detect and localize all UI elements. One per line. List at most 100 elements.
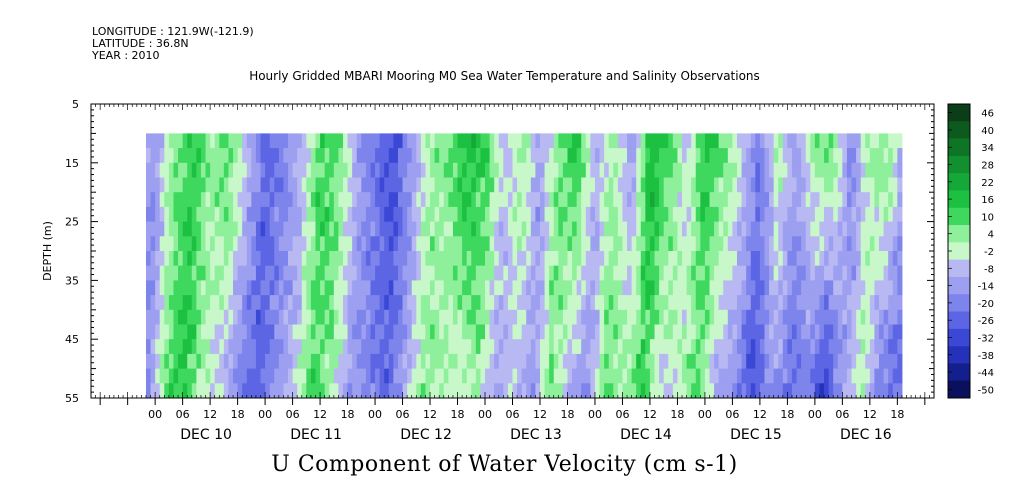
heatmap-cell: [512, 221, 518, 237]
heatmap-cell: [306, 265, 312, 281]
heatmap-cell: [640, 177, 646, 193]
heatmap-cell: [452, 148, 459, 164]
heatmap-cell: [288, 206, 294, 223]
heatmap-cell: [773, 221, 779, 237]
heatmap-cell: [269, 177, 275, 193]
heatmap-cell: [365, 192, 371, 208]
heatmap-cell: [223, 148, 229, 164]
heatmap-cell: [407, 221, 413, 237]
heatmap-cell: [375, 236, 381, 252]
heatmap-cell: [145, 192, 152, 208]
heatmap-cell: [576, 251, 582, 267]
heatmap-cell: [805, 295, 811, 311]
heatmap-cell: [668, 206, 674, 223]
heatmap-cell: [759, 221, 765, 237]
heatmap-cell: [682, 295, 688, 311]
heatmap-cell: [704, 162, 710, 178]
x-hour-label: 18: [451, 408, 465, 421]
heatmap-cell: [645, 265, 651, 281]
heatmap-cell: [283, 295, 289, 311]
heatmap-cell: [420, 251, 426, 267]
heatmap-cell: [416, 148, 422, 164]
heatmap-cell: [338, 221, 344, 237]
heatmap-cell: [219, 383, 225, 399]
heatmap-cell: [682, 221, 688, 237]
heatmap-cell: [856, 324, 862, 340]
heatmap-cell: [315, 383, 321, 399]
heatmap-cell: [727, 221, 733, 237]
heatmap-cell: [246, 324, 252, 340]
heatmap-cell: [746, 280, 752, 296]
heatmap-cell: [178, 353, 184, 370]
heatmap-cell: [466, 148, 472, 164]
heatmap-cell: [645, 280, 651, 296]
heatmap-cell: [265, 162, 271, 178]
heatmap-cell: [274, 353, 280, 370]
heatmap-cell: [695, 251, 701, 267]
heatmap-cell: [393, 295, 399, 311]
heatmap-cell: [283, 339, 289, 355]
heatmap-cell: [718, 383, 724, 399]
heatmap-cell: [375, 192, 381, 208]
heatmap-cell: [814, 383, 820, 399]
heatmap-cell: [782, 383, 788, 399]
heatmap-cell: [260, 383, 266, 399]
heatmap-cell: [851, 353, 857, 370]
heatmap-cell: [828, 206, 834, 223]
heatmap-cell: [223, 192, 229, 208]
heatmap-cell: [365, 280, 371, 296]
heatmap-cell: [205, 162, 211, 178]
heatmap-cell: [746, 265, 752, 281]
heatmap-cell: [874, 280, 880, 296]
heatmap-cell: [842, 162, 848, 178]
heatmap-cell: [631, 162, 637, 178]
heatmap-cell: [562, 324, 568, 340]
heatmap-cell: [379, 192, 385, 208]
y-tick-label: 35: [65, 274, 79, 287]
heatmap-cell: [865, 192, 871, 208]
heatmap-cell: [503, 383, 509, 399]
heatmap-cell: [539, 251, 546, 267]
heatmap-cell: [663, 192, 669, 208]
heatmap-cell: [594, 309, 601, 325]
heatmap-cell: [420, 162, 426, 178]
heatmap-cell: [865, 353, 871, 370]
heatmap-cell: [608, 148, 614, 164]
heatmap-cell: [466, 133, 472, 149]
heatmap-cell: [677, 206, 683, 223]
heatmap-cell: [191, 383, 197, 399]
heatmap-cell: [851, 280, 857, 296]
heatmap-cell: [572, 133, 578, 149]
heatmap-cell: [288, 177, 294, 193]
heatmap-cell: [755, 162, 761, 178]
heatmap-cell: [173, 148, 179, 164]
heatmap-cell: [562, 353, 568, 370]
heatmap-cell: [824, 148, 830, 164]
heatmap-cell: [265, 353, 271, 370]
heatmap-cell: [310, 324, 316, 340]
heatmap-cell: [649, 192, 656, 208]
heatmap-cell: [347, 309, 353, 325]
heatmap-cell: [833, 236, 839, 252]
heatmap-cell: [352, 133, 358, 149]
heatmap-cell: [672, 236, 678, 252]
heatmap-cell: [365, 309, 371, 325]
heatmap-cell: [320, 251, 326, 267]
heatmap-cell: [759, 353, 765, 370]
heatmap-cell: [677, 148, 683, 164]
heatmap-cell: [897, 353, 903, 370]
heatmap-cell: [833, 177, 839, 193]
heatmap-cell: [686, 251, 692, 267]
heatmap-cell: [168, 162, 174, 178]
heatmap-cell: [485, 148, 491, 164]
heatmap-cell: [430, 383, 436, 399]
heatmap-cell: [567, 280, 573, 296]
heatmap-cell: [210, 148, 216, 164]
heatmap-cell: [686, 309, 692, 325]
heatmap-cell: [604, 148, 610, 164]
heatmap-cell: [759, 324, 765, 340]
heatmap-cell: [691, 177, 697, 193]
heatmap-cell: [356, 265, 362, 281]
heatmap-cell: [654, 324, 660, 340]
